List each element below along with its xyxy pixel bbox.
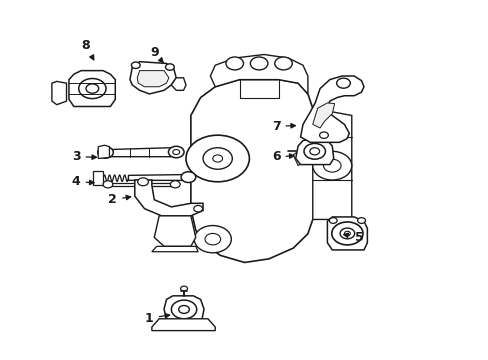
- Polygon shape: [98, 145, 109, 158]
- Polygon shape: [135, 180, 203, 216]
- Circle shape: [329, 218, 336, 224]
- Circle shape: [193, 206, 202, 212]
- Polygon shape: [295, 138, 333, 165]
- Text: 4: 4: [72, 175, 94, 188]
- Circle shape: [86, 84, 99, 93]
- Polygon shape: [190, 80, 346, 262]
- Polygon shape: [130, 62, 176, 94]
- Circle shape: [305, 130, 310, 134]
- Polygon shape: [109, 148, 171, 157]
- Polygon shape: [152, 319, 215, 330]
- Polygon shape: [210, 54, 307, 94]
- Text: 9: 9: [150, 46, 163, 63]
- Polygon shape: [128, 175, 183, 180]
- Text: 7: 7: [271, 120, 295, 133]
- Circle shape: [79, 78, 106, 99]
- Circle shape: [131, 62, 140, 68]
- Circle shape: [171, 300, 196, 319]
- Circle shape: [318, 130, 324, 134]
- Circle shape: [103, 181, 113, 188]
- Circle shape: [323, 159, 340, 172]
- Text: 1: 1: [145, 311, 169, 325]
- Polygon shape: [152, 246, 198, 252]
- Circle shape: [357, 218, 365, 224]
- Polygon shape: [93, 171, 103, 185]
- Polygon shape: [312, 108, 351, 220]
- Polygon shape: [300, 76, 363, 142]
- Polygon shape: [293, 144, 312, 166]
- Circle shape: [274, 57, 292, 70]
- Circle shape: [339, 228, 354, 239]
- Circle shape: [336, 78, 349, 88]
- Polygon shape: [171, 78, 185, 90]
- Circle shape: [204, 233, 220, 245]
- Circle shape: [170, 181, 180, 188]
- Polygon shape: [163, 296, 203, 323]
- Polygon shape: [312, 103, 334, 128]
- Circle shape: [185, 135, 249, 182]
- Polygon shape: [105, 183, 176, 186]
- Circle shape: [212, 155, 222, 162]
- Text: 5: 5: [343, 231, 363, 244]
- Polygon shape: [327, 217, 366, 250]
- Circle shape: [312, 151, 351, 180]
- Polygon shape: [137, 71, 168, 87]
- Circle shape: [172, 149, 179, 154]
- Circle shape: [98, 147, 113, 158]
- Circle shape: [102, 150, 109, 155]
- Circle shape: [180, 286, 187, 291]
- Circle shape: [181, 172, 195, 183]
- Circle shape: [309, 148, 319, 155]
- Text: 3: 3: [72, 150, 96, 163]
- Circle shape: [344, 231, 349, 235]
- Text: 2: 2: [108, 193, 130, 206]
- Text: 8: 8: [81, 39, 94, 60]
- Circle shape: [203, 148, 232, 169]
- Polygon shape: [69, 71, 115, 107]
- Circle shape: [194, 226, 231, 253]
- Circle shape: [168, 146, 183, 158]
- Polygon shape: [52, 81, 66, 105]
- Circle shape: [304, 143, 325, 159]
- Circle shape: [165, 64, 174, 70]
- Circle shape: [138, 178, 148, 186]
- Circle shape: [250, 57, 267, 70]
- Circle shape: [331, 222, 362, 245]
- Text: 6: 6: [271, 150, 293, 163]
- Polygon shape: [154, 216, 195, 246]
- Circle shape: [178, 306, 189, 314]
- Circle shape: [319, 132, 328, 138]
- Circle shape: [225, 57, 243, 70]
